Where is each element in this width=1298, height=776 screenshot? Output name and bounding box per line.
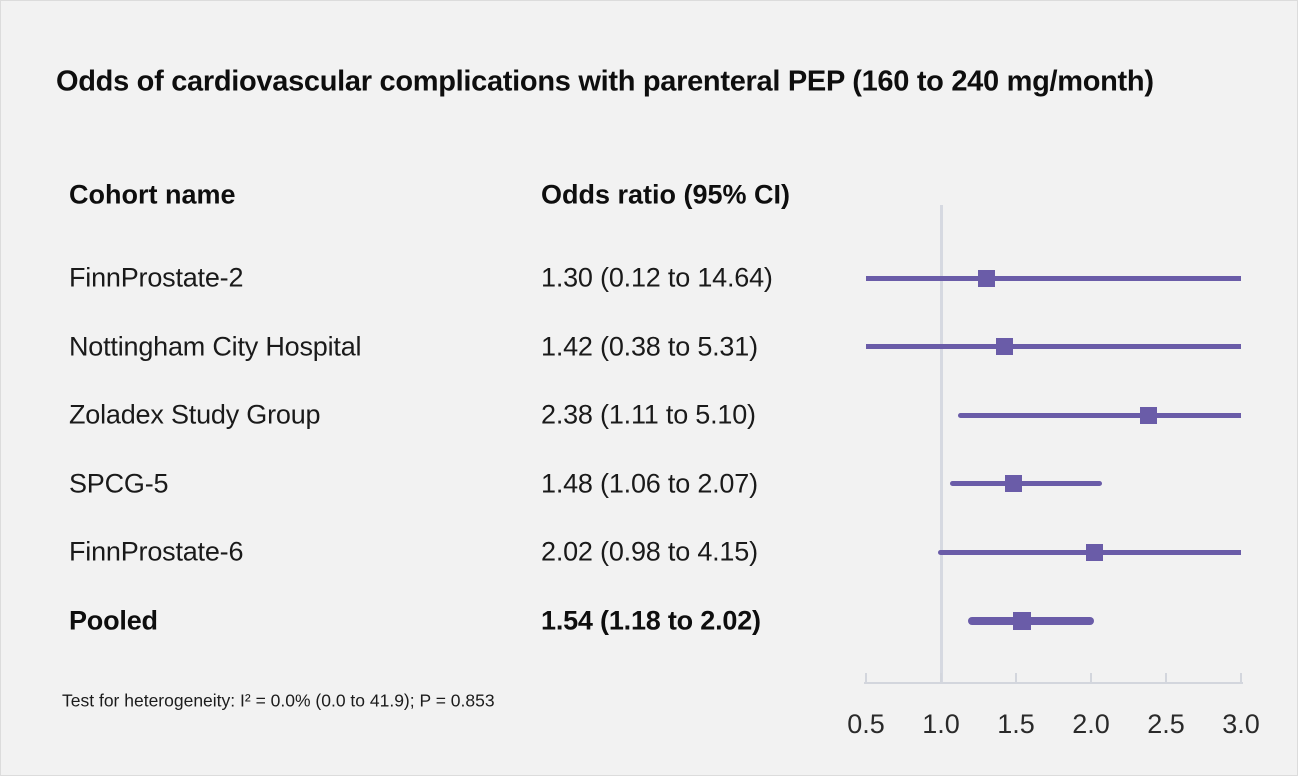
x-axis-tick <box>1090 673 1092 682</box>
page-title: Odds of cardiovascular complications wit… <box>56 65 1154 98</box>
odds-ratio-value: 1.48 (1.06 to 2.07) <box>541 468 758 499</box>
odds-ratio-value: 2.38 (1.11 to 5.10) <box>541 399 756 430</box>
ci-line <box>950 481 1102 487</box>
odds-ratio-marker <box>995 338 1013 356</box>
column-header-odds-ratio: Odds ratio (95% CI) <box>541 179 791 210</box>
odds-ratio-marker <box>977 269 995 287</box>
odds-ratio-marker <box>1013 612 1031 630</box>
cohort-label: Nottingham City Hospital <box>69 331 362 362</box>
x-axis-line <box>864 682 1243 684</box>
x-axis-tick <box>865 673 867 682</box>
x-axis-tick-label: 2.0 <box>1072 709 1110 739</box>
x-axis-tick-label: 2.5 <box>1147 709 1185 739</box>
ci-line <box>866 344 1241 350</box>
odds-ratio-marker <box>1085 543 1103 561</box>
ci-line <box>957 412 1241 418</box>
odds-ratio-value: 1.30 (0.12 to 14.64) <box>541 262 773 293</box>
column-header-cohort: Cohort name <box>69 179 236 210</box>
odds-ratio-marker <box>1004 475 1022 493</box>
cohort-label: Pooled <box>69 605 158 636</box>
x-axis-tick <box>940 673 942 682</box>
x-axis-tick <box>1240 673 1242 682</box>
x-axis-tick <box>1015 673 1017 682</box>
cohort-label: FinnProstate-2 <box>69 262 244 293</box>
odds-ratio-value: 2.02 (0.98 to 4.15) <box>541 536 758 567</box>
reference-line <box>939 205 943 684</box>
odds-ratio-value: 1.54 (1.18 to 2.02) <box>541 605 761 636</box>
x-axis-tick <box>1165 673 1167 682</box>
odds-ratio-marker <box>1139 406 1157 424</box>
ci-line <box>866 275 1241 281</box>
cohort-label: SPCG-5 <box>69 468 169 499</box>
x-axis-tick-label: 1.5 <box>997 709 1035 739</box>
x-axis-tick-label: 3.0 <box>1222 709 1260 739</box>
x-axis-tick-label: 1.0 <box>922 709 960 739</box>
cohort-label: FinnProstate-6 <box>69 536 244 567</box>
odds-ratio-value: 1.42 (0.38 to 5.31) <box>541 331 758 362</box>
ci-line <box>968 617 1094 625</box>
heterogeneity-footnote: Test for heterogeneity: I² = 0.0% (0.0 t… <box>62 690 495 711</box>
cohort-label: Zoladex Study Group <box>69 399 321 430</box>
x-axis-tick-label: 0.5 <box>847 709 885 739</box>
